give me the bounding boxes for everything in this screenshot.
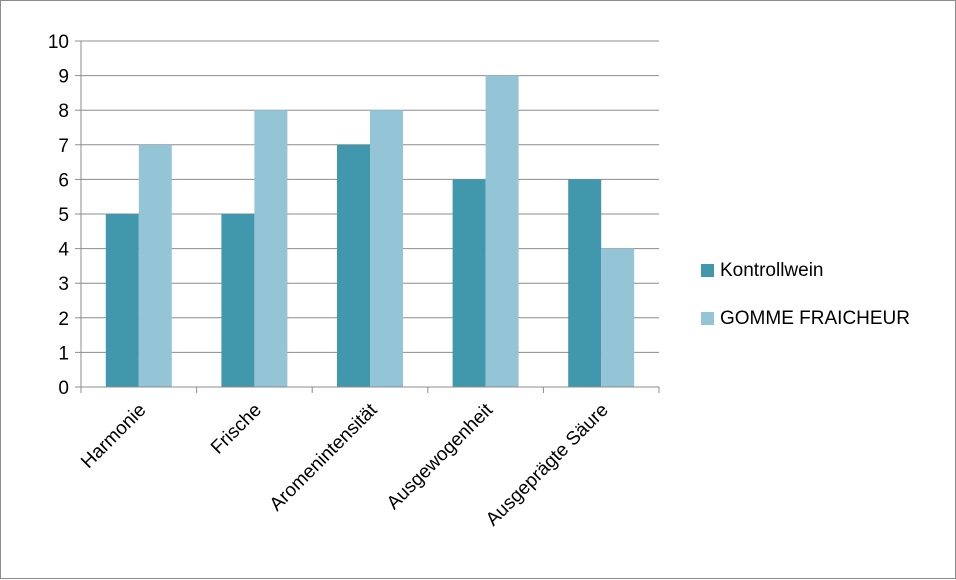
y-tick-label: 7	[58, 136, 69, 157]
bar-kontrollwein-0	[105, 214, 139, 387]
bar-gomme-fraicheur-3	[485, 75, 519, 387]
bars	[105, 75, 635, 387]
y-tick-label: 8	[58, 101, 69, 122]
axes	[75, 40, 660, 393]
bar-gomme-fraicheur-4	[601, 248, 635, 387]
y-tick-label: 6	[58, 170, 69, 191]
x-tick-labels: Harmonie Frische Aromenintensität Ausgewoge…	[77, 399, 612, 530]
y-tick-label: 1	[58, 343, 69, 364]
y-tick-label: 0	[58, 378, 69, 399]
y-tick-label: 4	[58, 240, 69, 261]
x-tick-label: Ausgeprägte Säure	[482, 400, 613, 531]
y-tick-labels: 0 1 2 3 4 5 6 7 8 9 10	[48, 32, 70, 399]
bar-kontrollwein-1	[221, 214, 255, 387]
legend: Kontrollwein GOMME FRAICHEUR	[701, 260, 910, 329]
x-tick-label: Harmonie	[77, 400, 150, 473]
y-tick-label: 2	[58, 309, 69, 330]
legend-label: Kontrollwein	[720, 260, 824, 281]
bar-gomme-fraicheur-0	[138, 144, 172, 387]
bar-kontrollwein-4	[568, 179, 602, 387]
bar-gomme-fraicheur-2	[370, 110, 403, 387]
legend-label: GOMME FRAICHEUR	[720, 308, 910, 329]
x-tick-label: Ausgewogenheit	[383, 399, 498, 514]
y-tick-label: 5	[58, 205, 69, 226]
bar-kontrollwein-3	[452, 179, 486, 387]
bar-gomme-fraicheur-1	[254, 110, 288, 387]
legend-swatch	[701, 312, 714, 325]
bar-kontrollwein-2	[337, 144, 370, 387]
x-tick-label: Aromenintensität	[266, 399, 382, 515]
x-tick-label: Frische	[207, 400, 266, 459]
y-tick-label: 10	[48, 32, 69, 53]
y-tick-label: 9	[58, 67, 69, 88]
y-tick-label: 3	[58, 274, 69, 295]
legend-swatch	[701, 264, 714, 277]
